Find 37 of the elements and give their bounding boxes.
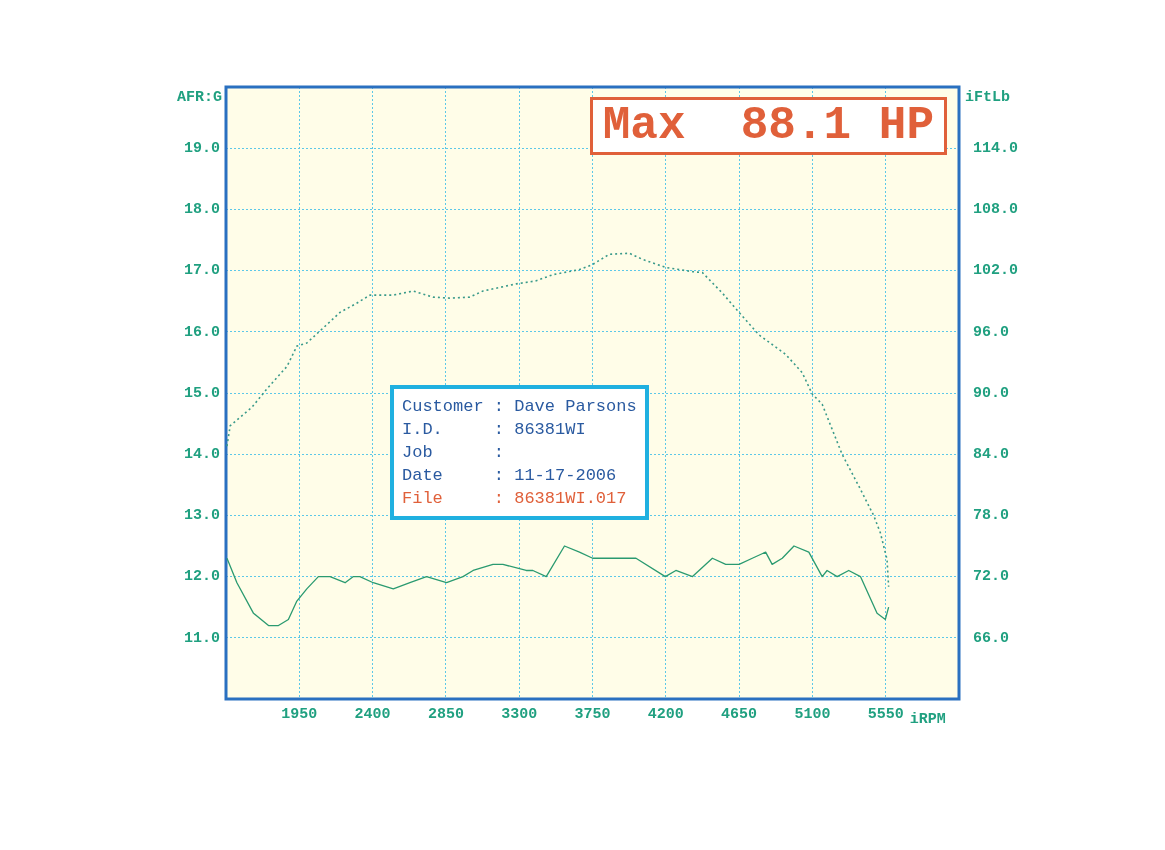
y-tick-label: 18.0	[183, 201, 220, 219]
y2-axis-title: iFtLb	[965, 88, 1011, 106]
y2-tick-label: 114.0	[973, 139, 1019, 157]
y2-tick-label: 78.0	[973, 507, 1010, 525]
y-tick-label: 14.0	[183, 445, 220, 463]
y2-tick-label: 108.0	[973, 201, 1019, 219]
annotation: Date : 11-17-2006	[402, 465, 618, 487]
y-tick-label: 12.0	[183, 568, 220, 586]
y-axis-title: AFR:G	[176, 88, 222, 106]
x-tick-label: 3750	[574, 705, 611, 723]
y2-tick-label: 72.0	[973, 568, 1010, 586]
y2-tick-label: 90.0	[973, 384, 1010, 402]
x-tick-label: 4200	[647, 705, 684, 723]
x-tick-label: 4650	[721, 705, 758, 723]
annotation: File : 86381WI.017	[402, 488, 628, 510]
annotation: Job :	[402, 442, 506, 464]
annotation: I.D. : 86381WI	[402, 419, 587, 441]
y-tick-label: 15.0	[183, 384, 220, 402]
x-axis-title: iRPM	[909, 710, 946, 728]
x-tick-label: 5100	[794, 705, 831, 723]
y2-tick-label: 66.0	[973, 629, 1010, 647]
x-tick-label: 2850	[427, 705, 464, 723]
y-tick-label: 17.0	[183, 262, 220, 280]
x-tick-label: 3300	[501, 705, 538, 723]
y-tick-label: 19.0	[183, 139, 220, 157]
y-tick-label: 11.0	[183, 629, 220, 647]
y2-tick-label: 102.0	[973, 262, 1019, 280]
x-tick-label: 1950	[281, 705, 318, 723]
x-tick-label: 2400	[354, 705, 391, 723]
y2-tick-label: 96.0	[973, 323, 1010, 341]
y2-tick-label: 84.0	[973, 445, 1010, 463]
y-tick-label: 13.0	[183, 507, 220, 525]
line-series	[226, 252, 890, 588]
annotation: Customer : Dave Parsons	[402, 396, 637, 418]
x-tick-label: 5550	[867, 705, 904, 723]
y-tick-label: 16.0	[183, 323, 220, 341]
annotation: Max 88.1 HP	[589, 97, 947, 155]
